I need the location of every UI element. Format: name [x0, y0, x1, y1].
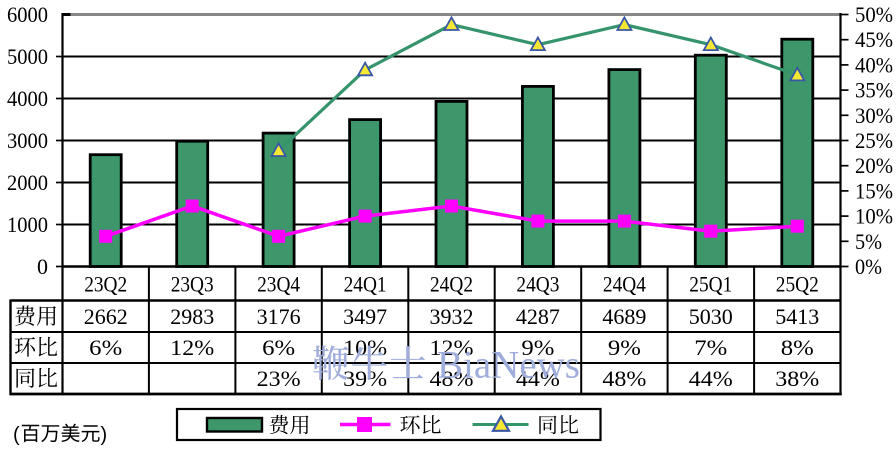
- svg-text:8%: 8%: [781, 335, 814, 360]
- svg-text:5413: 5413: [775, 304, 819, 329]
- svg-text:5%: 5%: [855, 229, 882, 254]
- svg-text:23Q4: 23Q4: [257, 272, 300, 297]
- svg-text:4287: 4287: [516, 304, 560, 329]
- svg-text:): ): [101, 424, 108, 446]
- svg-text:50%: 50%: [855, 2, 893, 27]
- svg-text:35%: 35%: [855, 78, 893, 103]
- svg-text:2983: 2983: [170, 304, 214, 329]
- svg-text:6%: 6%: [262, 335, 295, 360]
- svg-text:44%: 44%: [516, 366, 560, 391]
- svg-text:7%: 7%: [694, 335, 727, 360]
- svg-text:23%: 23%: [257, 366, 301, 391]
- svg-text:24Q4: 24Q4: [603, 272, 646, 297]
- svg-text:1000: 1000: [7, 212, 48, 237]
- svg-text:6%: 6%: [89, 335, 122, 360]
- svg-text:0%: 0%: [855, 254, 882, 279]
- svg-text:9%: 9%: [608, 335, 641, 360]
- svg-text:23Q2: 23Q2: [84, 272, 127, 297]
- svg-text:24Q3: 24Q3: [516, 272, 559, 297]
- svg-text:4000: 4000: [7, 86, 48, 111]
- svg-text:3176: 3176: [257, 304, 301, 329]
- svg-text:12%: 12%: [170, 335, 214, 360]
- svg-text:23Q3: 23Q3: [171, 272, 214, 297]
- svg-text:24Q2: 24Q2: [430, 272, 473, 297]
- svg-text:10%: 10%: [343, 335, 387, 360]
- svg-text:39%: 39%: [343, 366, 387, 391]
- svg-text:3932: 3932: [430, 304, 474, 329]
- svg-text:30%: 30%: [855, 103, 893, 128]
- svg-text:48%: 48%: [602, 366, 646, 391]
- svg-text:48%: 48%: [430, 366, 474, 391]
- svg-text:2662: 2662: [84, 304, 128, 329]
- svg-text:40%: 40%: [855, 52, 893, 77]
- svg-text:45%: 45%: [855, 27, 893, 52]
- svg-text:44%: 44%: [689, 366, 733, 391]
- svg-text:BiaNews: BiaNews: [437, 344, 580, 387]
- svg-text:5000: 5000: [7, 44, 48, 69]
- svg-text:15%: 15%: [855, 178, 893, 203]
- svg-text:10%: 10%: [855, 204, 893, 229]
- svg-text:3000: 3000: [7, 128, 48, 153]
- svg-text:12%: 12%: [430, 335, 474, 360]
- svg-text:38%: 38%: [775, 366, 819, 391]
- svg-text:9%: 9%: [521, 335, 554, 360]
- svg-text:0: 0: [37, 254, 48, 279]
- svg-text:25Q1: 25Q1: [689, 272, 732, 297]
- svg-text:24Q1: 24Q1: [344, 272, 387, 297]
- svg-text:20%: 20%: [855, 153, 893, 178]
- svg-text:25%: 25%: [855, 128, 893, 153]
- svg-text:2000: 2000: [7, 170, 48, 195]
- svg-text:5030: 5030: [689, 304, 733, 329]
- svg-text:25Q2: 25Q2: [776, 272, 819, 297]
- svg-text:6000: 6000: [7, 2, 48, 27]
- svg-text:(: (: [13, 424, 20, 446]
- svg-text:4689: 4689: [602, 304, 646, 329]
- svg-text:3497: 3497: [343, 304, 387, 329]
